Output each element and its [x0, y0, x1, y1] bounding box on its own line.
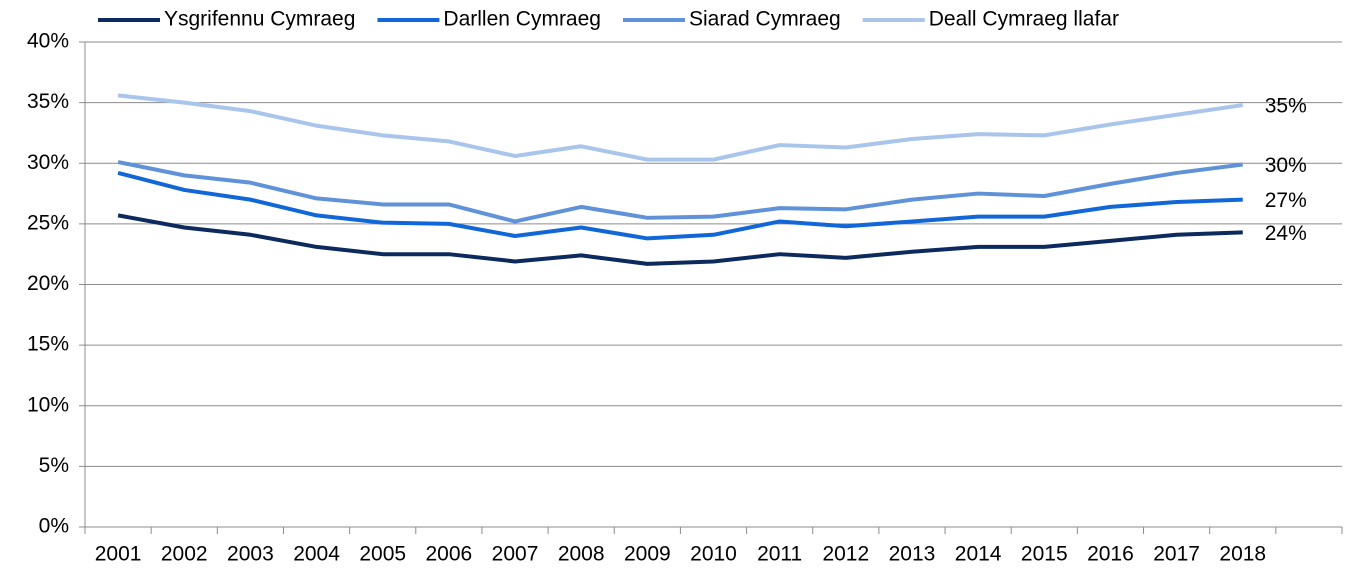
- y-tick-label: 10%: [27, 393, 69, 416]
- y-tick-label: 15%: [27, 333, 69, 356]
- x-tick-label: 2010: [690, 543, 737, 566]
- y-tick-label: 25%: [27, 211, 69, 234]
- y-tick-label: 0%: [39, 515, 69, 538]
- x-tick-label: 2004: [293, 543, 340, 566]
- x-tick-label: 2006: [426, 543, 473, 566]
- y-tick-label: 5%: [39, 454, 69, 477]
- data-label: 24%: [1265, 222, 1307, 245]
- x-tick-label: 2018: [1219, 543, 1266, 566]
- x-tick-label: 2009: [624, 543, 671, 566]
- series-line: [117, 160, 1244, 224]
- x-tick-label: 2017: [1153, 543, 1200, 566]
- x-tick-label: 2007: [492, 543, 539, 566]
- legend-label: Darllen Cymraeg: [443, 8, 601, 31]
- y-tick-label: 35%: [27, 90, 69, 113]
- x-tick-label: 2016: [1087, 543, 1134, 566]
- x-tick-label: 2013: [889, 543, 936, 566]
- x-tick-label: 2003: [227, 543, 274, 566]
- y-tick-label: 20%: [27, 272, 69, 295]
- series-line: [117, 171, 1243, 241]
- legend-label: Ysgrifennu Cymraeg: [164, 8, 355, 31]
- x-tick-label: 2011: [757, 543, 802, 566]
- data-label: 30%: [1265, 154, 1307, 177]
- x-tick-label: 2015: [1021, 543, 1068, 566]
- x-tick-label: 2001: [95, 543, 142, 566]
- x-tick-label: 2012: [822, 543, 869, 566]
- series-line: [117, 93, 1244, 162]
- x-tick-label: 2008: [558, 543, 605, 566]
- y-tick-label: 40%: [27, 30, 69, 53]
- legend-label: Siarad Cymraeg: [689, 8, 841, 31]
- x-tick-label: 2002: [161, 543, 208, 566]
- series-line: [117, 213, 1243, 266]
- data-label: 35%: [1265, 95, 1307, 118]
- y-tick-label: 30%: [27, 151, 69, 174]
- legend-label: Deall Cymraeg llafar: [929, 8, 1119, 31]
- x-tick-label: 2005: [359, 543, 406, 566]
- data-label: 27%: [1265, 189, 1307, 212]
- x-tick-label: 2014: [955, 543, 1002, 566]
